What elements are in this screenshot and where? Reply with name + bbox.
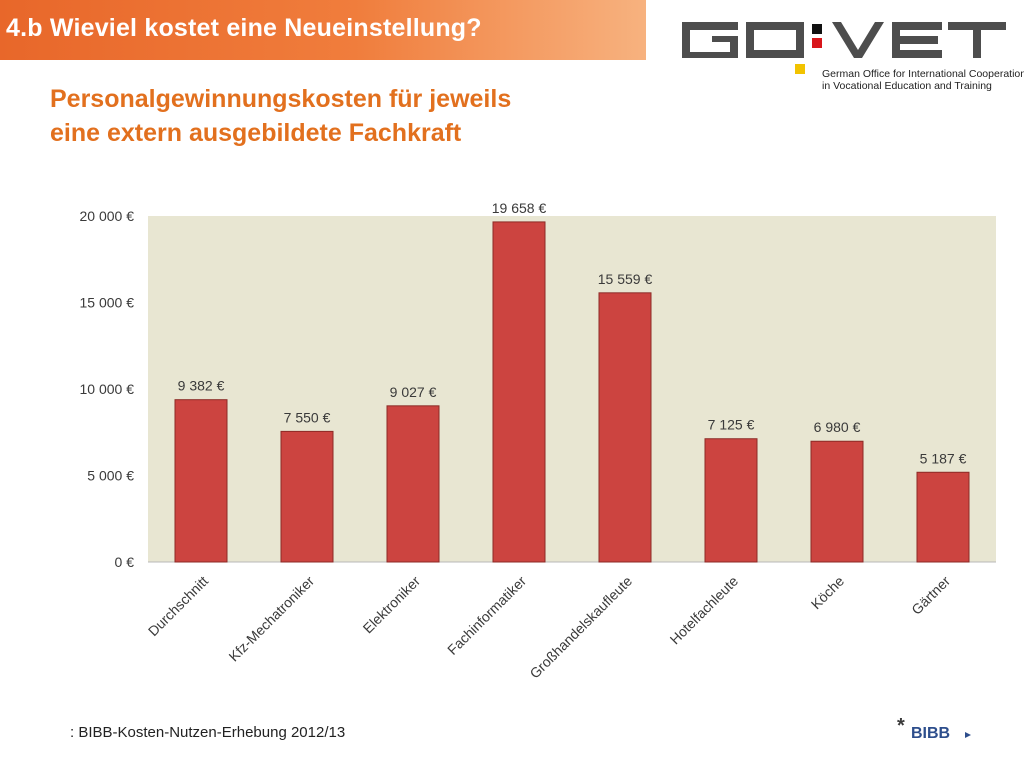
data-label: 15 559 € [598,271,653,287]
data-label: 9 382 € [178,378,225,394]
data-label: 7 550 € [284,409,331,425]
category-label: Kfz-Mechatroniker [225,573,317,665]
bibb-asterisk: * [897,715,905,737]
source-note: : BIBB-Kosten-Nutzen-Erhebung 2012/13 [70,724,346,741]
bibb-logo: * BIBB [897,715,971,742]
y-tick-label: 20 000 € [80,208,135,224]
logo-square-black [812,24,822,34]
bar [810,440,864,563]
bar [916,471,970,563]
logo-letter-o [746,22,804,58]
data-label: 7 125 € [708,417,755,433]
bibb-wordmark: BIBB [911,725,950,742]
logo-letter-g [682,22,738,58]
bar [280,430,334,563]
logo-letter-e [892,22,942,58]
data-label: 5 187 € [920,450,967,466]
bar [598,292,652,563]
chart-subtitle: Personalgewinnungskosten für jeweils ein… [50,82,511,150]
category-label: Durchschnitt [145,573,211,639]
page-title: 4.b Wieviel kostet eine Neueinstellung? [6,14,482,42]
x-axis-categories: Durchschnitt Kfz-Mechatroniker Elektronike… [145,573,954,682]
data-label: 6 980 € [814,419,861,435]
data-labels: 9 382 € 7 550 € 9 027 € 19 658 € 15 559 € 7 1… [178,200,967,466]
govet-logo [682,22,1006,74]
logo-tagline-line1: German Office for International Cooperat… [822,68,1024,80]
logo-letter-v [832,22,884,58]
bar [492,221,546,563]
category-label: Gärtner [908,573,953,618]
logo-tagline: German Office for International Cooperat… [822,68,1024,92]
data-label: 9 027 € [390,384,437,400]
bibb-arrow-icon [965,732,971,738]
y-tick-label: 15 000 € [80,295,135,311]
y-tick-label: 10 000 € [80,381,135,397]
y-axis-ticks: 0 € 5 000 € 10 000 € 15 000 € 20 000 € [80,208,135,570]
logo-tagline-line2: in Vocational Education and Training [822,80,992,92]
logo-letter-t [948,22,1006,58]
bar [386,405,440,563]
category-label: Fachinformatiker [444,573,529,658]
y-tick-label: 0 € [115,554,135,570]
data-label: 19 658 € [492,200,547,216]
category-label: Hotelfachleute [667,573,742,648]
logo-square-gold [795,64,805,74]
header-banner: 4.b Wieviel kostet eine Neueinstellung? [0,0,646,60]
logo-square-red [812,38,822,48]
subtitle-line2: eine extern ausgebildete Fachkraft [50,119,462,147]
y-tick-label: 5 000 € [87,468,134,484]
subtitle-line1: Personalgewinnungskosten für jeweils [50,85,512,113]
bar [174,399,228,563]
category-label: Elektroniker [360,573,424,637]
bars [174,221,970,563]
bar [704,438,758,563]
category-label: Großhandelskaufleute [526,573,635,682]
category-label: Köche [808,573,848,613]
plot-area [148,216,996,562]
